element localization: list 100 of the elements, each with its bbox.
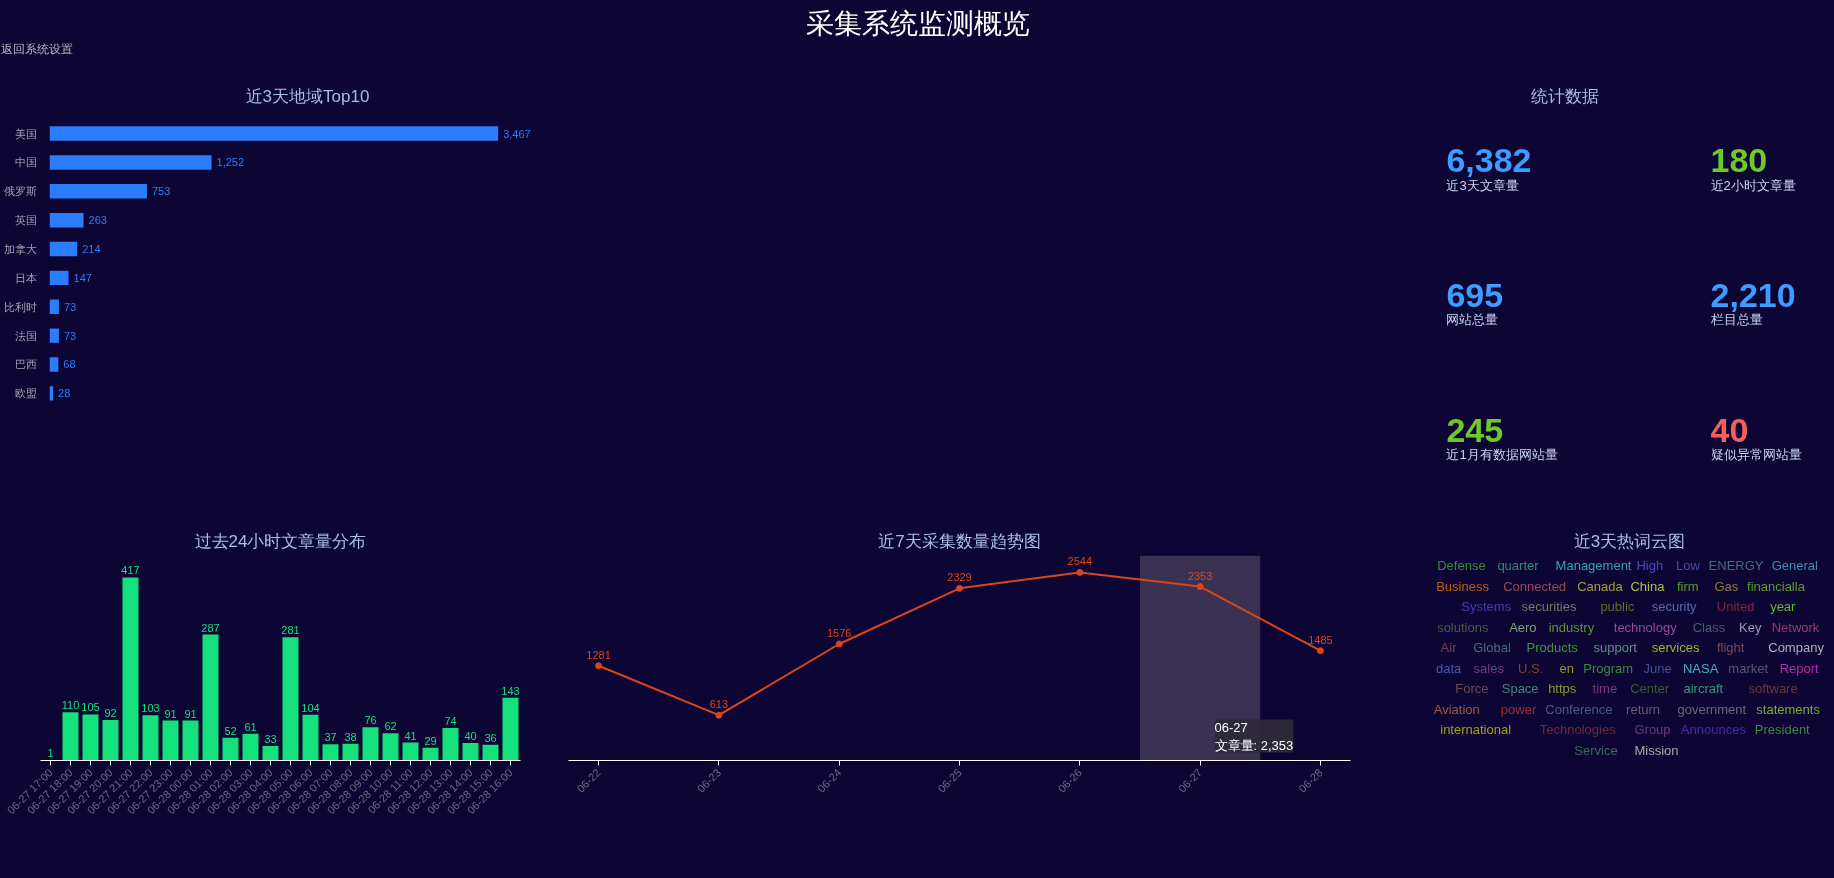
text: China: [1630, 578, 1666, 594]
text: 网站总量: [1446, 312, 1499, 328]
data-label: 1281: [586, 648, 611, 661]
text: data: [1436, 660, 1463, 676]
text: services: [1651, 640, 1700, 656]
data-label: 753: [151, 185, 171, 198]
y-tick-label: 日本: [14, 271, 37, 284]
text: 245: [1446, 410, 1504, 449]
data-label: 2544: [1067, 555, 1093, 568]
data-label: 40: [464, 729, 477, 742]
text: flight: [1716, 640, 1745, 656]
text: 疑似异常网站量: [1710, 447, 1802, 463]
text: Space: [1501, 681, 1539, 697]
data-label: 73: [63, 300, 77, 313]
data-label: 36: [484, 731, 497, 744]
text: 栏目总量: [1709, 312, 1763, 328]
text: security: [1651, 599, 1698, 615]
data-label: 147: [73, 271, 92, 284]
text: United: [1716, 599, 1755, 615]
data-label: 613: [709, 698, 729, 711]
text: ENERGY: [1708, 558, 1764, 574]
y-tick-label: 英国: [14, 214, 37, 227]
text: Company: [1768, 640, 1825, 656]
text: Systems: [1461, 599, 1512, 615]
data-label: 281: [281, 624, 300, 637]
data-label: 37: [324, 731, 337, 744]
data-label: 1: [47, 747, 54, 760]
chart-title: 近7天采集数量趋势图: [878, 531, 1041, 551]
text: Mission: [1634, 742, 1679, 758]
text: June: [1643, 660, 1672, 676]
text: Technologies: [1539, 722, 1617, 738]
text: securities: [1521, 599, 1577, 615]
text: 近3天热词云图: [1573, 531, 1686, 551]
data-label: 33: [264, 733, 277, 746]
y-tick-label: 俄罗斯: [3, 185, 37, 198]
data-label: 214: [82, 243, 101, 256]
text: Class: [1692, 619, 1726, 635]
text: power: [1500, 701, 1537, 717]
data-label: 1,252: [216, 156, 245, 169]
y-tick-label: 美国: [14, 127, 37, 140]
text: technology: [1613, 619, 1678, 635]
data-label: 2353: [1187, 569, 1213, 582]
text: Canada: [1577, 578, 1624, 594]
chart-title: 近3天地域Top10: [245, 86, 370, 106]
text: market: [1728, 660, 1769, 676]
text: Global: [1473, 640, 1511, 656]
text: time: [1592, 681, 1618, 697]
text: Conference: [1545, 701, 1613, 717]
data-label: 263: [88, 214, 107, 227]
y-tick-label: 法国: [14, 329, 37, 342]
text: 近2小时文章量: [1710, 177, 1796, 193]
text: Management: [1555, 558, 1632, 574]
text: 6,382: [1446, 140, 1532, 179]
data-label: 92: [104, 707, 117, 720]
data-label: 41: [404, 729, 417, 742]
data-label: 1576: [826, 626, 852, 639]
text: High: [1636, 558, 1664, 574]
chart-title: 过去24小时文章量分布: [194, 531, 367, 551]
data-label: 103: [141, 702, 160, 715]
data-label: 91: [184, 707, 197, 720]
y-tick-label: 巴西: [14, 358, 37, 371]
y-tick-label: 比利时: [3, 300, 37, 313]
data-label: 52: [224, 724, 237, 737]
text: Group: [1634, 722, 1671, 738]
text: en: [1559, 660, 1574, 676]
text: U.S.: [1518, 660, 1544, 676]
y-tick-label: 欧盟: [14, 387, 37, 400]
data-label: 1485: [1308, 633, 1333, 646]
text: aircraft: [1683, 681, 1724, 697]
data-label: 62: [384, 720, 397, 733]
text: Network: [1771, 619, 1820, 635]
text: Announces: [1680, 722, 1747, 738]
text: return: [1626, 701, 1661, 717]
data-label: 105: [81, 701, 100, 714]
text: 695: [1446, 275, 1504, 314]
text: 统计数据: [1531, 86, 1599, 106]
data-label: 61: [244, 720, 257, 733]
data-label: 28: [58, 387, 71, 400]
text: Aviation: [1433, 701, 1480, 717]
text: Force: [1455, 681, 1489, 697]
text: financialla: [1747, 578, 1806, 594]
text: Low: [1675, 558, 1701, 574]
text: Connected: [1503, 578, 1567, 594]
text: Defense: [1437, 558, 1486, 574]
y-tick-label: 中国: [14, 156, 37, 169]
text: 180: [1710, 140, 1768, 179]
text: Key: [1739, 619, 1762, 635]
data-label: 143: [501, 684, 520, 697]
text: 06-27 文章量: 2,353: [1214, 719, 1294, 753]
text: Center: [1630, 681, 1670, 697]
text: firm: [1676, 578, 1699, 594]
text: solutions: [1437, 619, 1489, 635]
data-label: 68: [63, 358, 76, 371]
text: 2,210: [1710, 275, 1796, 314]
data-label: 417: [121, 564, 140, 577]
text: international: [1440, 722, 1512, 738]
text: Aero: [1509, 619, 1537, 635]
data-label: 3,467: [503, 127, 531, 140]
text: quarter: [1497, 558, 1540, 574]
text: Gas: [1714, 578, 1739, 594]
